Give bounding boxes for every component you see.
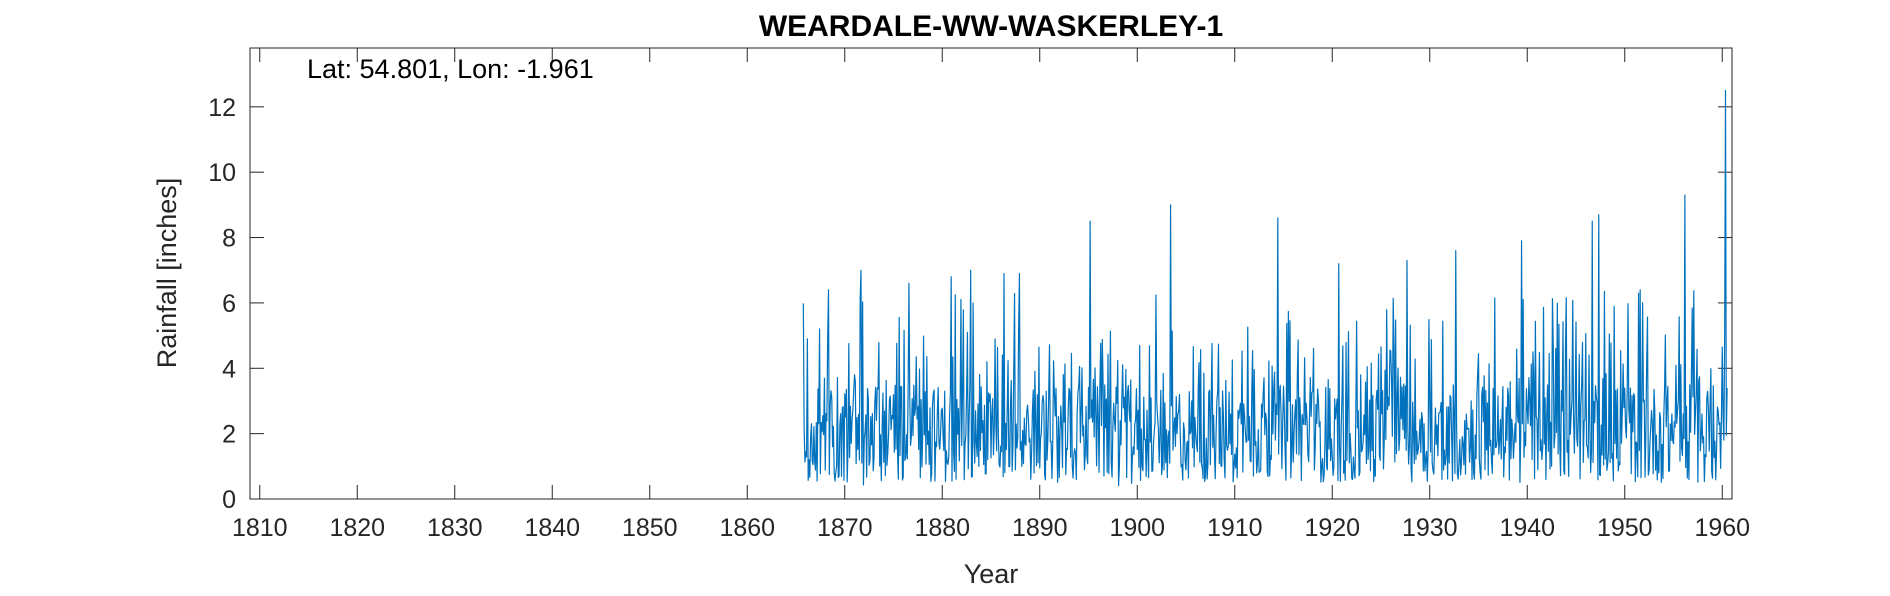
chart-title: WEARDALE-WW-WASKERLEY-1 [759,10,1223,43]
x-tick-label: 1900 [1109,514,1165,542]
y-tick-label: 0 [222,486,236,514]
y-axis: 0 2 4 6 8 10 12 [208,94,1732,514]
x-tick-label: 1850 [622,514,678,542]
x-tick-label: 1880 [914,514,970,542]
x-tick-label: 1920 [1304,514,1360,542]
x-tick-label: 1830 [427,514,483,542]
y-tick-label: 2 [222,421,236,449]
x-tick-label: 1930 [1402,514,1458,542]
x-tick-label: 1840 [524,514,580,542]
y-tick-label: 10 [208,159,236,187]
x-tick-label: 1950 [1597,514,1653,542]
x-tick-label: 1870 [817,514,873,542]
x-tick-label: 1940 [1499,514,1555,542]
x-tick-label: 1820 [329,514,385,542]
x-axis-label: Year [964,559,1019,589]
x-tick-label: 1910 [1207,514,1263,542]
x-tick-label: 1860 [719,514,775,542]
y-tick-label: 12 [208,94,236,122]
rainfall-series-line [802,89,1728,487]
y-tick-label: 6 [222,290,236,318]
y-axis-label: Rainfall [inches] [152,178,182,369]
x-tick-label: 1960 [1694,514,1750,542]
x-axis: 1810 1820 1830 1840 1850 1860 1870 1880 1890 1900… [232,48,1750,542]
y-tick-label: 8 [222,225,236,253]
x-tick-label: 1890 [1012,514,1068,542]
location-annotation: Lat: 54.801, Lon: -1.961 [307,54,594,84]
y-tick-label: 4 [222,355,236,383]
x-tick-label: 1810 [232,514,288,542]
